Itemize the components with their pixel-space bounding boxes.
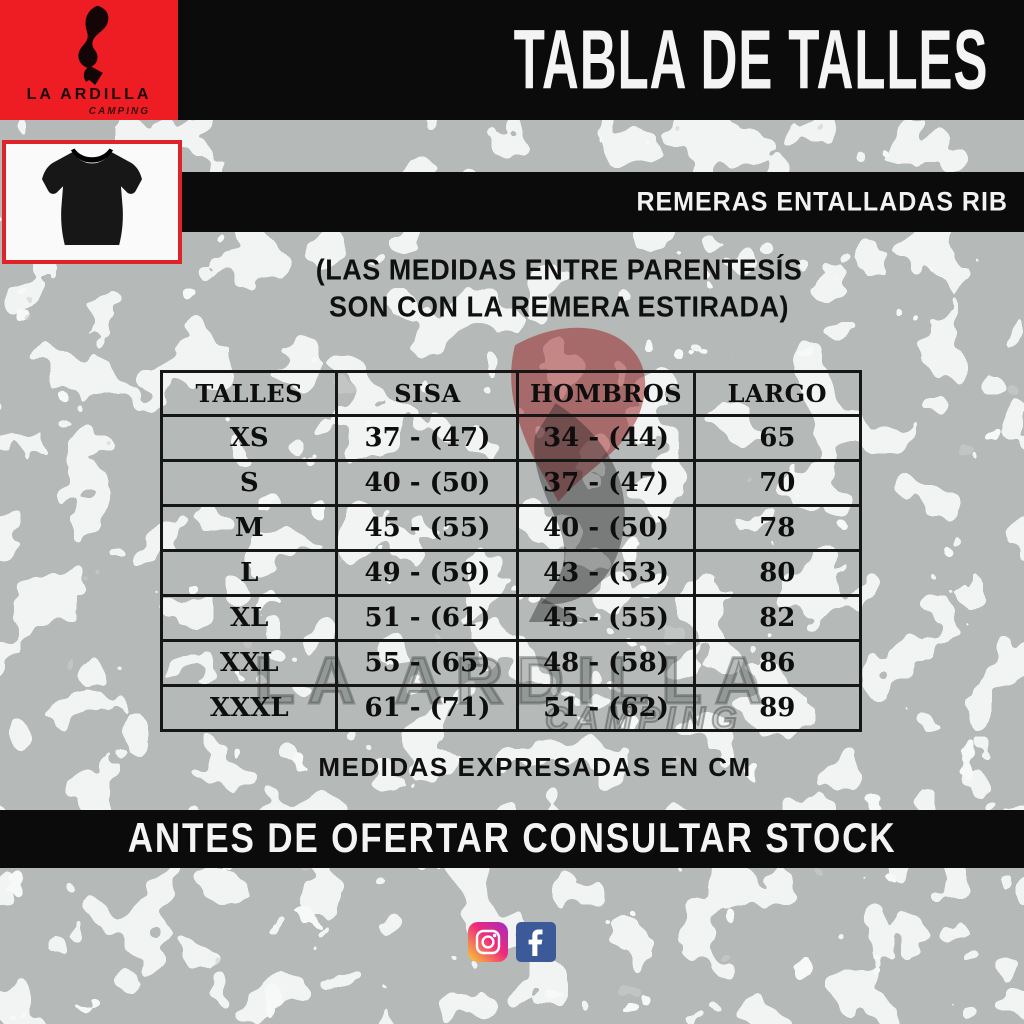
- table-cell: 70: [692, 459, 863, 507]
- table-cell: L: [159, 549, 339, 597]
- table-cell: 82: [692, 594, 863, 642]
- table-row: XXL 55 - (65) 48 - (58) 86: [159, 639, 863, 687]
- brand-logo-box: LA ARDILLA CAMPING: [0, 0, 178, 120]
- stock-notice: ANTES DE OFERTAR CONSULTAR STOCK: [127, 815, 897, 862]
- table-cell: S: [159, 459, 339, 507]
- table-row: XXXL 61 - (71) 51 - (62) 89: [159, 684, 863, 732]
- facebook-icon[interactable]: [516, 922, 556, 962]
- table-row: XS 37 - (47) 34 - (44) 65: [159, 414, 863, 462]
- table-cell: 34 - (44): [516, 414, 696, 462]
- column-header: HOMBROS: [516, 370, 696, 417]
- table-cell: XXL: [159, 639, 339, 687]
- table-row: XL 51 - (61) 45 - (55) 82: [159, 594, 863, 642]
- table-cell: M: [159, 504, 339, 552]
- table-cell: XL: [159, 594, 339, 642]
- column-header: SISA: [335, 370, 520, 417]
- table-cell: 48 - (58): [516, 639, 696, 687]
- table-cell: 45 - (55): [516, 594, 696, 642]
- column-header: LARGO: [692, 370, 863, 417]
- measurement-note: (LAS MEDIDAS ENTRE PARENTESÍS SON CON LA …: [94, 252, 1024, 326]
- table-cell: 37 - (47): [335, 414, 520, 462]
- measurement-note-line: SON CON LA REMERA ESTIRADA): [328, 291, 789, 323]
- size-table: TALLES SISA HOMBROS LARGO XS 37 - (47) 34 - (4…: [159, 370, 863, 732]
- product-name: REMERAS ENTALLADAS RIB: [636, 186, 1008, 218]
- table-cell: 49 - (59): [335, 549, 520, 597]
- brand-tagline: CAMPING: [88, 106, 150, 117]
- squirrel-flame-icon: [78, 5, 109, 86]
- table-cell: 43 - (53): [516, 549, 696, 597]
- table-cell: 80: [692, 549, 863, 597]
- product-name-bar: REMERAS ENTALLADAS RIB: [182, 172, 1024, 232]
- page-title: TABLA DE TALLES: [513, 11, 988, 107]
- table-row: S 40 - (50) 37 - (47) 70: [159, 459, 863, 507]
- instagram-icon[interactable]: [468, 922, 508, 962]
- table-cell: 40 - (50): [516, 504, 696, 552]
- units-note: MEDIDAS EXPRESADAS EN CM: [318, 752, 752, 782]
- table-cell: XXXL: [159, 684, 339, 732]
- table-cell: 78: [692, 504, 863, 552]
- table-cell: 61 - (71): [335, 684, 520, 732]
- table-cell: 51 - (61): [335, 594, 520, 642]
- table-cell: 45 - (55): [335, 504, 520, 552]
- table-cell: 51 - (62): [516, 684, 696, 732]
- table-row: L 49 - (59) 43 - (53) 80: [159, 549, 863, 597]
- table-cell: XS: [159, 414, 339, 462]
- table-cell: 55 - (65): [335, 639, 520, 687]
- tshirt-image: [42, 148, 142, 245]
- table-row: M 45 - (55) 40 - (50) 78: [159, 504, 863, 552]
- stock-notice-bar: ANTES DE OFERTAR CONSULTAR STOCK: [0, 810, 1024, 868]
- table-header-row: TALLES SISA HOMBROS LARGO: [159, 370, 863, 417]
- social-links: [0, 922, 1024, 962]
- table-cell: 86: [692, 639, 863, 687]
- table-cell: 40 - (50): [335, 459, 520, 507]
- table-cell: 65: [692, 414, 863, 462]
- table-cell: 37 - (47): [516, 459, 696, 507]
- measurement-note-line: (LAS MEDIDAS ENTRE PARENTESÍS: [315, 254, 803, 286]
- table-cell: 89: [692, 684, 863, 732]
- column-header: TALLES: [159, 370, 339, 417]
- brand-name: LA ARDILLA: [26, 86, 152, 103]
- product-photo: [2, 140, 182, 264]
